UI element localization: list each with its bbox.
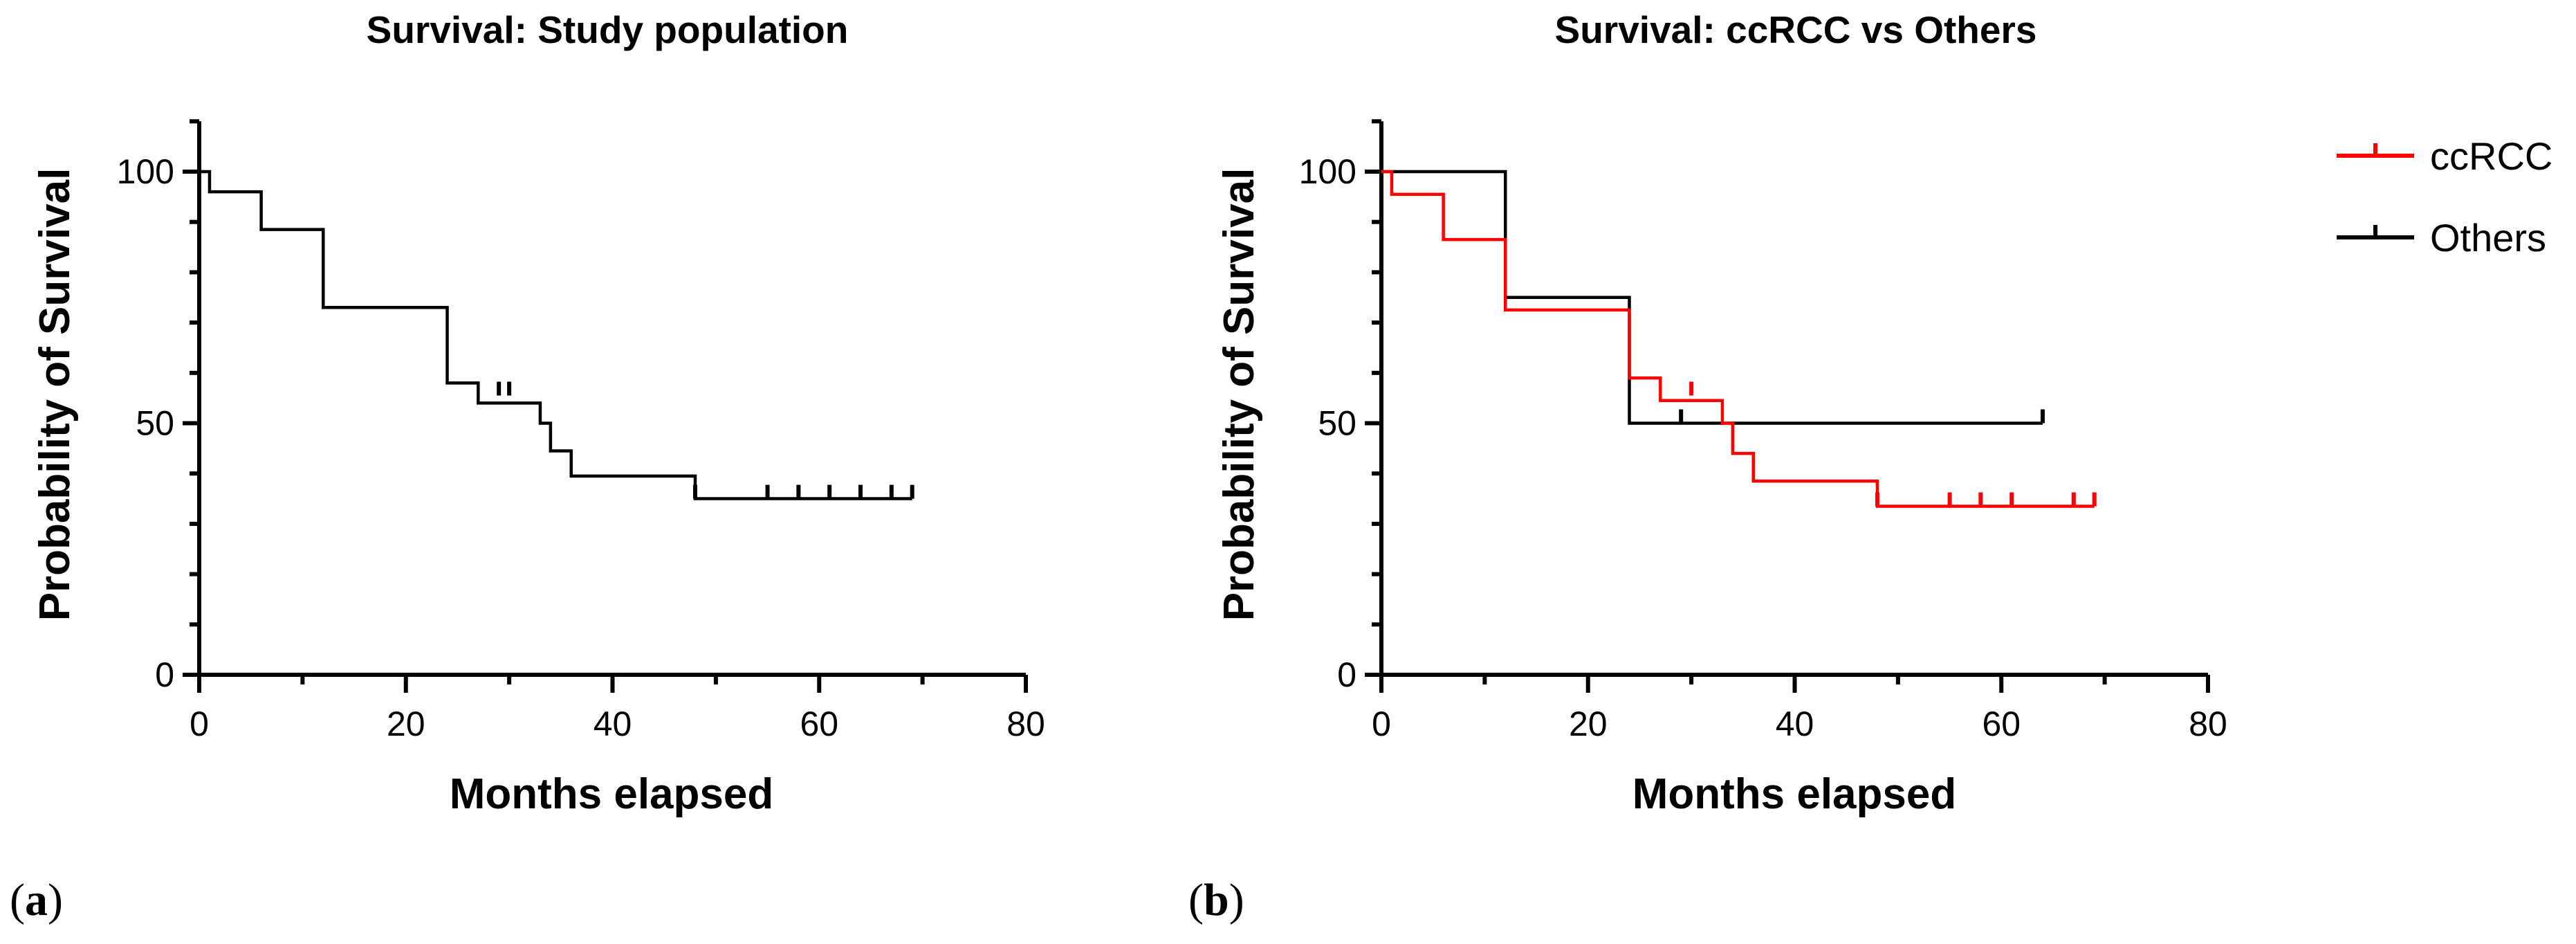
x-tick-label: 20 <box>387 705 425 743</box>
y-tick-label: 0 <box>155 655 174 694</box>
chart-title: Survival: Study population <box>367 8 849 51</box>
survival-curve <box>1381 170 2043 425</box>
y-axis-label: Probability of Survival <box>1215 168 1263 621</box>
legend: ccRCC Others <box>2337 134 2552 260</box>
panel-label: (a) <box>10 875 63 925</box>
x-axis-label: Months elapsed <box>1632 770 1957 818</box>
y-tick-label: 0 <box>1337 655 1356 694</box>
legend-label: Others <box>2430 216 2546 260</box>
x-tick-label: 0 <box>1372 705 1391 743</box>
series-layer <box>1381 170 2097 508</box>
y-axis-label: Probability of Survival <box>31 168 79 621</box>
x-tick-label: 80 <box>2189 705 2227 743</box>
survival-curve <box>199 170 912 500</box>
x-tick-label: 0 <box>190 705 209 743</box>
legend-entry-others: Others <box>2337 216 2546 260</box>
survival-curve <box>1381 170 2095 508</box>
y-tick-label: 100 <box>1299 152 1356 191</box>
chart-panel-a: Survival: Study population Months elapse… <box>10 8 1045 925</box>
x-tick-label: 40 <box>594 705 632 743</box>
legend-entry-ccrcc: ccRCC <box>2337 134 2552 178</box>
y-tick-label: 100 <box>117 152 174 191</box>
chart-panel-b: Survival: ccRCC vs Others Months elapsed… <box>1188 8 2552 925</box>
x-tick-label: 20 <box>1569 705 1608 743</box>
y-tick-label: 50 <box>136 404 174 443</box>
x-tick-label: 40 <box>1776 705 1814 743</box>
axes: 0 50 100 0 20 40 60 80 <box>117 119 1045 743</box>
x-axis-label: Months elapsed <box>450 770 774 818</box>
x-tick-label: 60 <box>800 705 838 743</box>
x-tick-label: 60 <box>1982 705 2021 743</box>
legend-label: ccRCC <box>2430 134 2552 178</box>
series-layer <box>199 170 914 500</box>
x-tick-label: 80 <box>1006 705 1045 743</box>
axes: 0 50 100 0 20 40 60 80 <box>1299 119 2227 743</box>
chart-title: Survival: ccRCC vs Others <box>1555 8 2037 51</box>
y-tick-label: 50 <box>1318 404 1356 443</box>
panel-label: (b) <box>1188 875 1244 925</box>
